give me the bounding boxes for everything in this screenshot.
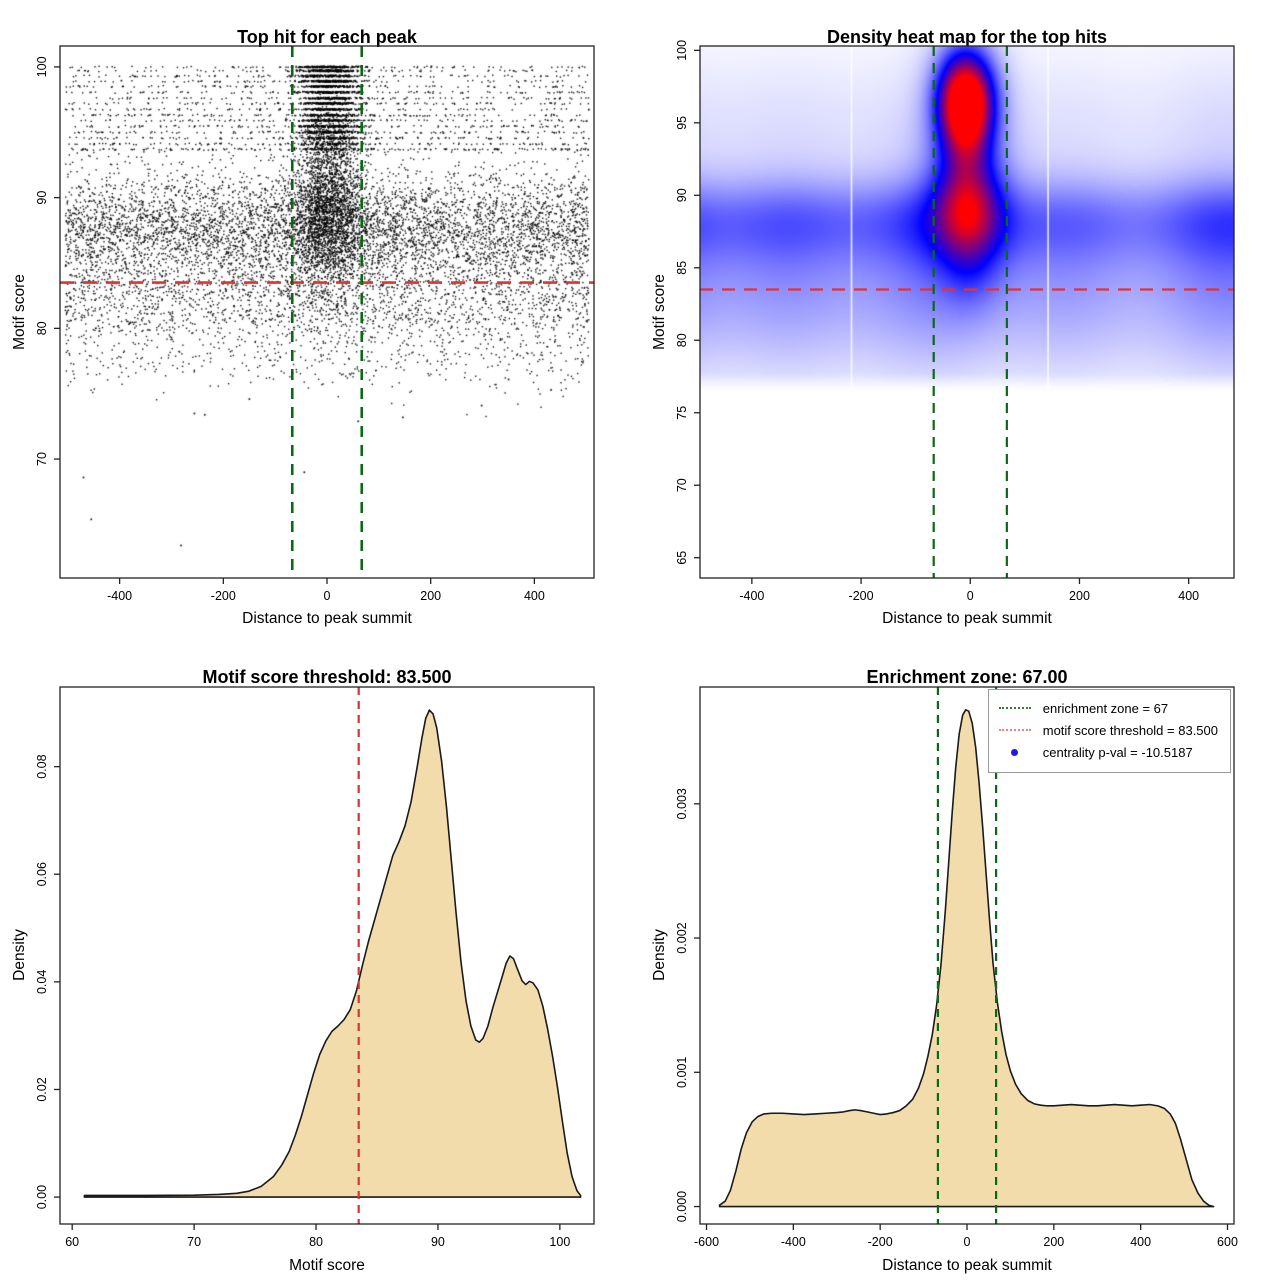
panel-title: Top hit for each peak xyxy=(237,26,417,47)
x-tick-label: 400 xyxy=(1178,589,1199,603)
x-tick-label: 400 xyxy=(1130,1235,1151,1249)
enrichment-density-plot-area: enrichment zone = 67 motif score thresho… xyxy=(675,686,1238,1249)
x-axis-label: Distance to peak summit xyxy=(882,1257,1052,1274)
legend-label: centrality p-val = -10.5187 xyxy=(1042,744,1193,760)
panel-title: Enrichment zone: 67.00 xyxy=(866,666,1068,687)
x-tick-label: 0 xyxy=(324,589,331,603)
y-tick-label: 0.002 xyxy=(675,922,689,953)
scatter-points-canvas xyxy=(60,46,594,578)
panel-top-hit-scatter: Top hit for each peak -400 -200 0 200 400 70 8… xyxy=(0,0,640,640)
y-tick-label: 95 xyxy=(675,116,689,130)
plot-box xyxy=(59,686,595,1225)
legend-item-centrality-pval: centrality p-val = -10.5187 xyxy=(999,741,1218,763)
y-tick-label: 65 xyxy=(675,551,689,565)
heatmap-plot-area: -400 -200 0 200 400 65 70 75 80 85 90 95 100 xyxy=(675,40,1235,603)
legend-label: enrichment zone = 67 xyxy=(1042,700,1169,716)
motif-density-svg: 60 70 80 90 100 0.00 0.02 0.04 0.06 0.08 xyxy=(35,686,595,1249)
legend: enrichment zone = 67 motif score thresho… xyxy=(987,689,1231,773)
x-tick-label: -600 xyxy=(694,1235,719,1249)
legend-item-motif-threshold: motif score threshold = 83.500 xyxy=(998,719,1218,741)
y-tick-label: 70 xyxy=(35,452,49,466)
y-tick-label: 0.000 xyxy=(675,1191,689,1222)
enrichment-density-svg: -600 -400 -200 0 200 400 600 0.000 0.001 0.002 0.0… xyxy=(675,686,1238,1249)
x-tick-label: -400 xyxy=(781,1235,806,1249)
y-tick-label: 0.001 xyxy=(675,1057,689,1088)
x-tick-label: 400 xyxy=(524,589,545,603)
y-tick-label: 90 xyxy=(675,188,689,202)
y-tick-label: 100 xyxy=(675,40,689,61)
x-tick-label: 90 xyxy=(431,1235,445,1249)
y-axis-label: Density xyxy=(651,929,668,981)
x-tick-label: 600 xyxy=(1217,1235,1238,1249)
x-tick-label: -400 xyxy=(107,589,132,603)
y-tick-label: 85 xyxy=(675,261,689,275)
y-tick-label: 90 xyxy=(35,191,49,205)
x-tick-label: -200 xyxy=(849,589,874,603)
y-tick-label: 0.04 xyxy=(35,970,49,994)
x-tick-label: 60 xyxy=(65,1235,79,1249)
x-axis-label: Distance to peak summit xyxy=(882,610,1052,627)
y-tick-label: 0.00 xyxy=(35,1185,49,1209)
density-heatmap-canvas xyxy=(700,46,1234,578)
x-tick-label: 0 xyxy=(964,1235,971,1249)
green-dotted-line-swatch xyxy=(998,707,1031,709)
density-curve xyxy=(83,709,582,1198)
y-tick-label: 75 xyxy=(675,406,689,420)
x-tick-label: -200 xyxy=(868,1235,893,1249)
x-tick-label: -200 xyxy=(211,589,236,603)
legend-label: motif score threshold = 83.500 xyxy=(1042,722,1218,738)
motif-density-plot-area: 60 70 80 90 100 0.00 0.02 0.04 0.06 0.08 xyxy=(35,686,595,1249)
x-tick-label: -400 xyxy=(739,589,764,603)
x-tick-label: 200 xyxy=(1069,589,1090,603)
x-tick-label: 70 xyxy=(187,1235,201,1249)
y-tick-label: 80 xyxy=(675,333,689,347)
x-tick-label: 200 xyxy=(420,589,441,603)
red-dotted-line-swatch xyxy=(998,729,1031,731)
y-tick-label: 80 xyxy=(35,321,49,335)
panel-enrichment-zone-density: Enrichment zone: 67.00 enrichment zone =… xyxy=(640,640,1280,1280)
panel-density-heatmap: Density heat map for the top hits -400 -2… xyxy=(640,0,1280,640)
x-tick-label: 100 xyxy=(549,1235,570,1249)
y-axis-label: Motif score xyxy=(11,274,28,350)
y-tick-label: 0.06 xyxy=(35,862,49,886)
panel-title: Density heat map for the top hits xyxy=(826,26,1108,47)
blue-dot-swatch xyxy=(1010,748,1018,756)
x-axis-label: Distance to peak summit xyxy=(242,610,412,627)
x-tick-label: 80 xyxy=(309,1235,323,1249)
density-curve xyxy=(718,709,1215,1208)
x-tick-label: 0 xyxy=(967,589,974,603)
y-tick-label: 0.02 xyxy=(35,1077,49,1101)
y-tick-label: 70 xyxy=(675,478,689,492)
y-tick-label: 0.003 xyxy=(675,788,689,819)
y-tick-label: 0.08 xyxy=(35,754,49,778)
y-axis-label: Motif score xyxy=(651,274,668,350)
x-axis-label: Motif score xyxy=(289,1257,365,1274)
panel-title: Motif score threshold: 83.500 xyxy=(202,666,452,687)
y-tick-label: 100 xyxy=(35,56,49,77)
x-tick-label: 200 xyxy=(1043,1235,1064,1249)
scatter-plot-area: -400 -200 0 200 400 70 80 90 100 xyxy=(35,45,595,603)
y-axis-label: Density xyxy=(11,929,28,981)
panel-motif-score-density: Motif score threshold: 83.500 60 70 80 90 10… xyxy=(0,640,640,1280)
legend-item-enrichment-zone: enrichment zone = 67 xyxy=(998,697,1218,719)
